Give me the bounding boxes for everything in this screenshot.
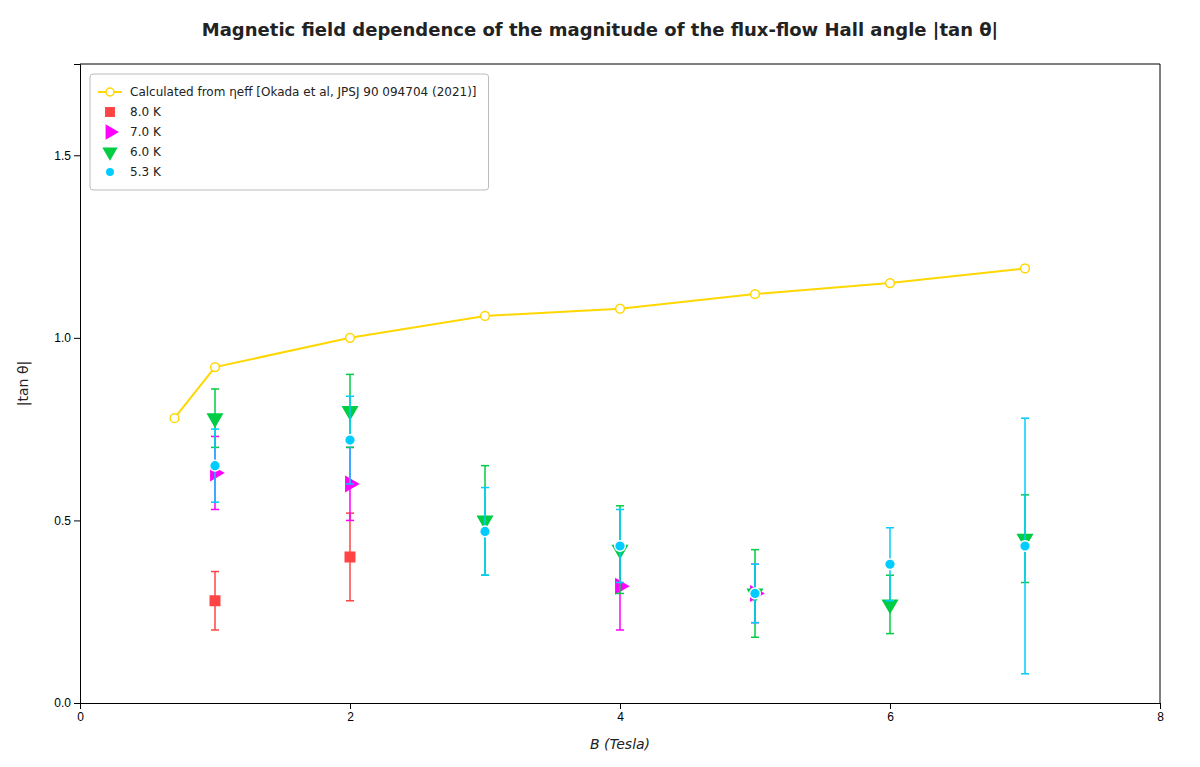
point xyxy=(1021,264,1030,273)
tick: 4 xyxy=(617,703,624,724)
legend-item: 6.0 K xyxy=(104,145,162,159)
legend-swatch xyxy=(106,88,114,96)
point xyxy=(210,460,221,471)
tick: 8 xyxy=(1157,703,1164,724)
legend-frame xyxy=(90,74,489,190)
point xyxy=(346,333,355,342)
tick-mark xyxy=(890,703,891,709)
tick-label: 0.0 xyxy=(54,696,71,710)
legend-label: 8.0 K xyxy=(130,105,162,119)
point xyxy=(170,414,179,423)
tick-mark xyxy=(1160,703,1161,709)
tick-mark xyxy=(74,703,80,704)
tick: 0.5 xyxy=(54,514,80,528)
tick: 2 xyxy=(347,703,354,724)
y-axis: 0.0 0.5 1.0 1.5 xyxy=(54,65,80,711)
legend-swatch xyxy=(106,108,114,116)
legend-swatch xyxy=(106,126,117,139)
point xyxy=(750,588,761,599)
error-bar xyxy=(346,513,354,601)
legend-label: 5.3 K xyxy=(130,165,162,179)
tick-label: 0 xyxy=(77,710,84,724)
tick-label: 2 xyxy=(347,710,354,724)
legend-swatch xyxy=(105,167,114,176)
marks xyxy=(170,264,1032,674)
point xyxy=(616,304,625,313)
series xyxy=(170,264,1029,422)
x-axis-title: B (Tesla) xyxy=(590,736,650,752)
tick-mark xyxy=(74,520,80,521)
point xyxy=(883,600,897,612)
series xyxy=(211,436,763,630)
axis-line xyxy=(74,65,81,704)
legend-label: 7.0 K xyxy=(130,125,162,139)
tick: 6 xyxy=(887,703,894,724)
point xyxy=(481,312,490,321)
point xyxy=(210,596,219,605)
legend-item: 5.3 K xyxy=(105,165,162,179)
error-bar xyxy=(211,572,219,630)
line xyxy=(175,268,1026,418)
plot: 0 2 4 6 8 0.0 0.5 1.0 1.5 B (Tesla) |tan θ| Calcula… xyxy=(15,64,1164,752)
tick-mark xyxy=(350,703,351,709)
tick: 1.0 xyxy=(54,331,80,345)
y-axis-title: |tan θ| xyxy=(15,361,32,406)
tick-label: 0.5 xyxy=(54,514,71,528)
tick-label: 6 xyxy=(887,710,894,724)
legend-label: Calculated from ηeff [Okada et al, JPSJ … xyxy=(130,85,477,99)
tick-label: 1.0 xyxy=(54,331,71,345)
point xyxy=(886,279,895,288)
point xyxy=(480,526,491,537)
x-axis: 0 2 4 6 8 xyxy=(77,703,1164,724)
point xyxy=(211,363,220,372)
legend-label: 6.0 K xyxy=(130,145,162,159)
series xyxy=(210,396,1031,674)
point xyxy=(208,414,222,426)
point xyxy=(885,559,896,570)
point xyxy=(345,435,356,446)
tick-mark xyxy=(74,155,80,156)
axis-line xyxy=(81,704,1161,710)
point xyxy=(615,541,626,552)
point xyxy=(346,477,358,491)
tick-label: 1.5 xyxy=(54,149,71,163)
tick: 0 xyxy=(77,703,84,724)
legend-item: 7.0 K xyxy=(106,125,162,139)
point xyxy=(1020,541,1031,552)
tick-mark xyxy=(620,703,621,709)
tick-label: 8 xyxy=(1157,710,1164,724)
legend-item: 8.0 K xyxy=(106,105,162,119)
tick: 0.0 xyxy=(54,696,80,710)
legend-swatch xyxy=(104,148,117,159)
series xyxy=(210,513,354,630)
frame xyxy=(1160,64,1161,703)
frame xyxy=(80,64,1160,65)
tick-mark xyxy=(74,338,80,339)
point xyxy=(616,579,628,593)
tick: 1.5 xyxy=(54,149,80,163)
chart: Magnetic field dependence of the magnitu… xyxy=(0,0,1200,767)
title: Magnetic field dependence of the magnitu… xyxy=(202,19,998,40)
point xyxy=(751,290,760,299)
tick-label: 4 xyxy=(617,710,624,724)
legend: Calculated from ηeff [Okada et al, JPSJ … xyxy=(90,74,489,190)
series xyxy=(208,374,1032,637)
point xyxy=(345,552,354,561)
legend-item: Calculated from ηeff [Okada et al, JPSJ … xyxy=(98,85,477,99)
